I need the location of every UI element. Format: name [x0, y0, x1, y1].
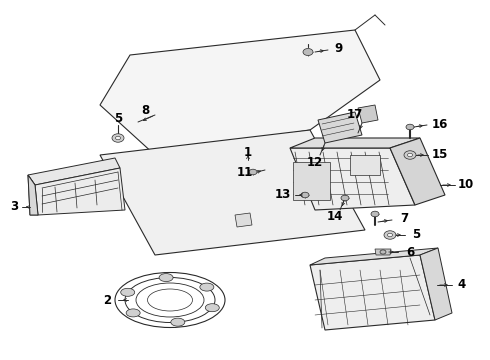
Text: 4: 4 — [458, 279, 466, 292]
Text: 5: 5 — [412, 229, 420, 242]
Polygon shape — [100, 30, 380, 155]
Text: 14: 14 — [327, 211, 343, 224]
Ellipse shape — [112, 134, 124, 142]
Text: 12: 12 — [307, 156, 323, 168]
Polygon shape — [310, 255, 435, 330]
Polygon shape — [100, 130, 365, 255]
Text: 11: 11 — [237, 166, 253, 179]
Polygon shape — [390, 138, 445, 205]
Ellipse shape — [171, 318, 185, 326]
Text: 16: 16 — [432, 117, 448, 130]
Ellipse shape — [303, 49, 313, 55]
Ellipse shape — [249, 169, 257, 175]
Ellipse shape — [380, 250, 386, 254]
Text: 15: 15 — [432, 148, 448, 162]
Text: 10: 10 — [458, 179, 474, 192]
Text: 9: 9 — [334, 41, 342, 54]
Ellipse shape — [205, 304, 220, 312]
Polygon shape — [420, 248, 452, 320]
Text: 17: 17 — [347, 108, 363, 122]
Text: 13: 13 — [275, 189, 291, 202]
Polygon shape — [350, 155, 380, 175]
Polygon shape — [358, 105, 378, 123]
Ellipse shape — [121, 288, 135, 296]
Polygon shape — [290, 148, 415, 210]
Ellipse shape — [159, 274, 173, 282]
Polygon shape — [28, 158, 120, 185]
Ellipse shape — [408, 153, 413, 157]
Text: 3: 3 — [10, 201, 18, 213]
Ellipse shape — [200, 283, 214, 291]
Text: 1: 1 — [244, 147, 252, 159]
Ellipse shape — [384, 231, 396, 239]
Polygon shape — [35, 168, 125, 215]
Ellipse shape — [406, 124, 414, 130]
Polygon shape — [293, 162, 330, 200]
Ellipse shape — [301, 192, 309, 198]
Polygon shape — [28, 175, 38, 215]
Text: 2: 2 — [103, 293, 111, 306]
Ellipse shape — [404, 151, 416, 159]
Polygon shape — [235, 213, 252, 227]
Ellipse shape — [116, 136, 121, 140]
Polygon shape — [310, 248, 438, 265]
Text: 6: 6 — [406, 246, 414, 258]
Text: 7: 7 — [400, 212, 408, 225]
Polygon shape — [318, 112, 362, 143]
Polygon shape — [28, 175, 38, 215]
Ellipse shape — [126, 309, 140, 317]
Polygon shape — [375, 249, 391, 255]
Text: 5: 5 — [114, 112, 122, 126]
Polygon shape — [290, 138, 420, 148]
Ellipse shape — [371, 211, 379, 217]
Text: 8: 8 — [141, 104, 149, 117]
Ellipse shape — [341, 195, 349, 201]
Ellipse shape — [388, 233, 392, 237]
